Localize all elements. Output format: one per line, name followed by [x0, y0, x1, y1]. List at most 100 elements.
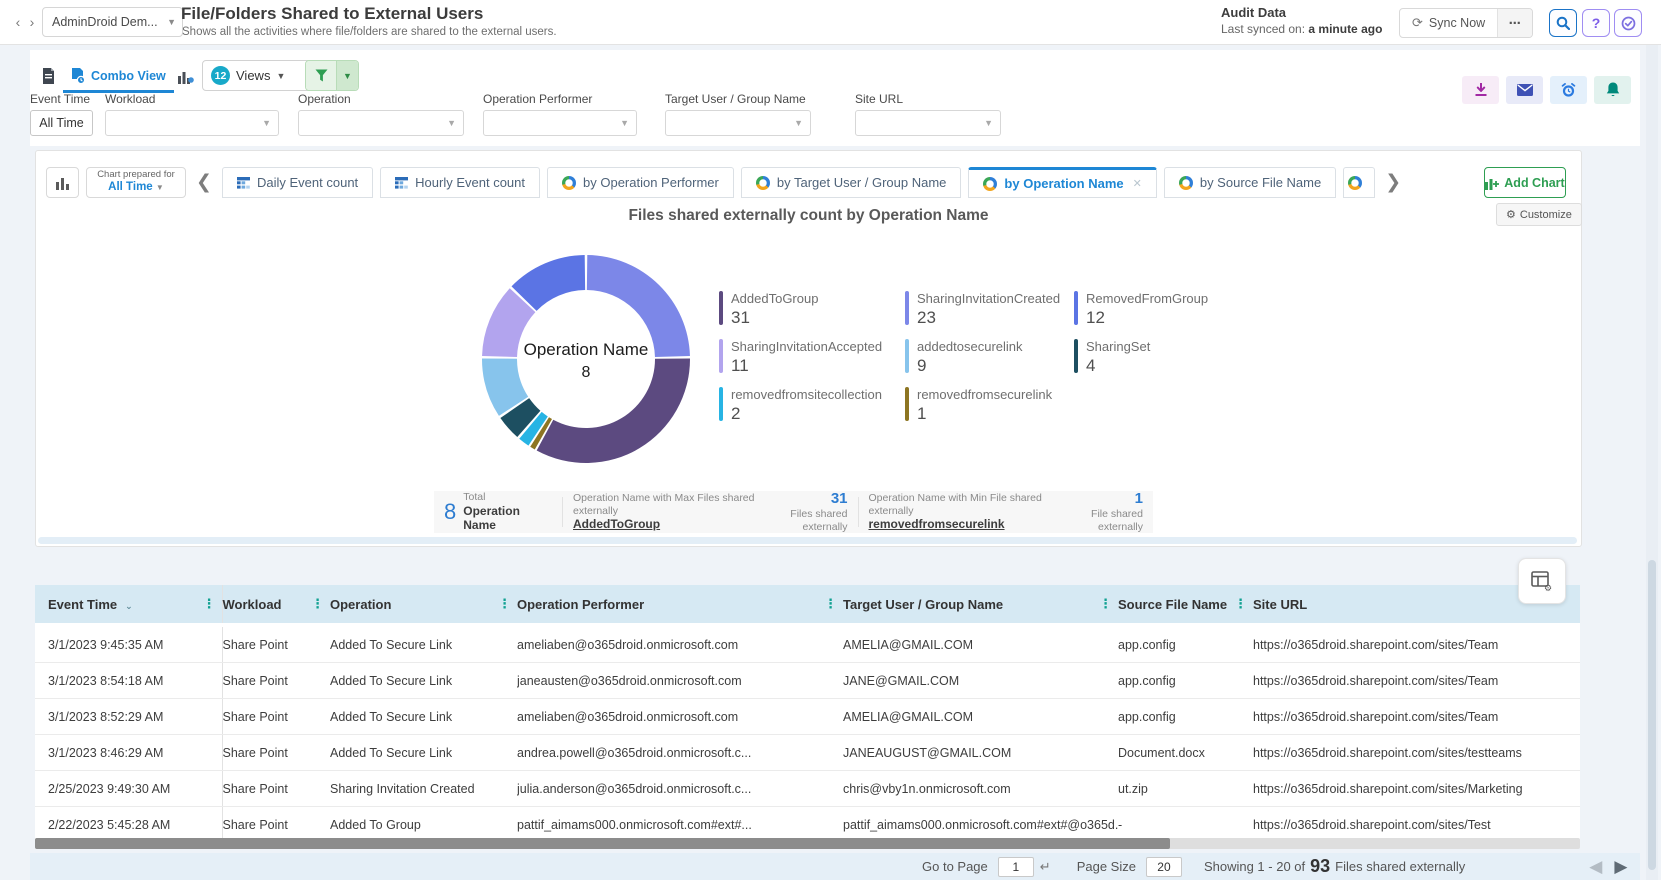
table-header-row: Event Time ⌄ ⋮ Workload ⋮ Operation ⋮ Operation…: [35, 585, 1580, 625]
summary-min-link[interactable]: removedfromsecurelink: [868, 517, 1005, 532]
column-header-target-user-group-name[interactable]: Target User / Group Name ⋮: [843, 585, 1118, 625]
export-button[interactable]: [1462, 76, 1499, 104]
donut-segment-AddedToGroup[interactable]: [536, 358, 691, 464]
workload-select[interactable]: ▼: [105, 110, 279, 136]
hscroll-thumb[interactable]: [35, 838, 1170, 849]
donut-segment-removedfromsitecollection[interactable]: [519, 411, 548, 446]
column-header-operation-performer[interactable]: Operation Performer ⋮: [517, 585, 843, 625]
chart-tab-by-target-user-group-name[interactable]: by Target User / Group Name: [740, 167, 962, 198]
next-page-icon[interactable]: ▶: [1614, 856, 1628, 876]
enter-icon[interactable]: ↵: [1039, 858, 1051, 874]
page-size-input[interactable]: [1145, 856, 1182, 877]
column-header-operation[interactable]: Operation ⋮: [330, 585, 517, 625]
views-label: Views: [236, 68, 271, 83]
donut-segment-removedfromsecurelink[interactable]: [530, 417, 553, 450]
table-row[interactable]: 3/1/2023 9:45:35 AM Share Point Added To S…: [35, 625, 1580, 663]
nav-back-icon[interactable]: ‹: [15, 14, 21, 30]
help-button[interactable]: ?: [1582, 9, 1610, 37]
filter-button[interactable]: [306, 61, 336, 90]
column-chooser-button[interactable]: ⚙: [1518, 558, 1566, 604]
event-time-button[interactable]: All Time: [30, 110, 93, 136]
table-row[interactable]: 2/22/2023 5:45:28 AM Share Point Added To …: [35, 806, 1580, 843]
add-chart-button[interactable]: Add Chart: [1484, 167, 1566, 198]
vertical-scrollbar[interactable]: [1646, 44, 1658, 880]
vscroll-thumb[interactable]: [1648, 560, 1656, 870]
sync-now-button[interactable]: ⟳ Sync Now: [1412, 15, 1486, 30]
donut-segment-RemovedFromGroup[interactable]: [511, 255, 586, 311]
legend-item-SharingInvitationAccepted[interactable]: SharingInvitationAccepted 11: [719, 339, 905, 387]
legend-item-SharingSet[interactable]: SharingSet 4: [1074, 339, 1254, 387]
legend-value: 31: [731, 308, 750, 328]
chart-tab-by-operation-name[interactable]: by Operation Name ✕: [968, 167, 1157, 198]
column-header-source-file-name[interactable]: Source File Name ⋮: [1118, 585, 1253, 625]
chart-tab-by-operation-performer[interactable]: by Operation Performer: [547, 167, 734, 198]
chart-tab-daily-event-count[interactable]: Daily Event count: [222, 167, 374, 198]
legend-item-AddedToGroup[interactable]: AddedToGroup 31: [719, 291, 905, 339]
tabs-scroll-right-icon[interactable]: ❯: [1385, 172, 1402, 193]
donut-chart[interactable]: [481, 254, 691, 464]
add-chart-icon: [1485, 176, 1500, 190]
chart-horizontal-scrollbar[interactable]: [38, 537, 1577, 544]
workspace-selector[interactable]: AdminDroid Dem... ▼: [42, 7, 183, 37]
column-menu-icon[interactable]: ⋮: [202, 596, 216, 611]
donut-segment-SharingInvitationCreated[interactable]: [586, 255, 690, 357]
donut-segment-SharingInvitationAccepted[interactable]: [482, 288, 536, 357]
chart-tab-label: by Operation Performer: [583, 175, 719, 190]
legend-item-RemovedFromGroup[interactable]: RemovedFromGroup 12: [1074, 291, 1254, 339]
column-menu-icon[interactable]: ⋮: [498, 596, 511, 611]
chart-type-button[interactable]: [46, 167, 79, 198]
scheduled-tasks-button[interactable]: [1614, 9, 1642, 37]
operation-performer-select[interactable]: ▼: [483, 110, 637, 136]
table-row[interactable]: 3/1/2023 8:54:18 AM Share Point Added To S…: [35, 662, 1580, 699]
view-tab-report[interactable]: [34, 62, 63, 90]
schedule-alert-button[interactable]: [1550, 76, 1587, 104]
legend-color-bar: [1074, 291, 1078, 325]
view-tab-combo[interactable]: Combo View: [63, 62, 174, 93]
table-row[interactable]: 2/25/2023 9:49:30 AM Share Point Sharing I…: [35, 770, 1580, 807]
filter-dropdown-button[interactable]: ▼: [336, 61, 358, 90]
customize-button[interactable]: ⚙ Customize: [1496, 203, 1582, 226]
chart-tab-by-source-file-name[interactable]: by Source File Name: [1163, 167, 1337, 198]
legend-item-addedtosecurelink[interactable]: addedtosecurelink 9: [905, 339, 1074, 387]
donut-chart-icon: [1348, 175, 1363, 190]
column-menu-icon[interactable]: ⋮: [311, 596, 324, 611]
summary-max-link[interactable]: AddedToGroup: [573, 517, 661, 532]
refresh-icon: ⟳: [1412, 15, 1423, 30]
prev-page-icon[interactable]: ◀: [1589, 856, 1603, 876]
table-horizontal-scrollbar[interactable]: [35, 838, 1580, 849]
view-tab-chart[interactable]: [170, 62, 202, 90]
notifications-button[interactable]: [1594, 76, 1631, 104]
operation-select[interactable]: ▼: [298, 110, 464, 136]
column-header-event-time[interactable]: Event Time ⌄ ⋮: [35, 585, 223, 625]
legend-item-removedfromsecurelink[interactable]: removedfromsecurelink 1: [905, 387, 1074, 435]
search-button[interactable]: [1549, 9, 1577, 37]
svg-text:⚙: ⚙: [1544, 583, 1552, 592]
table-row[interactable]: 3/1/2023 8:52:29 AM Share Point Added To S…: [35, 698, 1580, 735]
table-row[interactable]: 3/1/2023 8:46:29 AM Share Point Added To S…: [35, 734, 1580, 771]
column-menu-icon[interactable]: ⋮: [1099, 596, 1112, 611]
legend-item-removedfromsitecollection[interactable]: removedfromsitecollection 2: [719, 387, 905, 435]
table-cell: https://o365droid.sharepoint.com/sites/T…: [1253, 662, 1580, 699]
sync-more-button[interactable]: ⋯: [1497, 9, 1533, 37]
chart-tab-hourly-event-count[interactable]: Hourly Event count: [380, 167, 541, 198]
site-url-select[interactable]: ▼: [855, 110, 1001, 136]
table-cell: 3/1/2023 9:45:35 AM: [35, 625, 223, 663]
donut-segment-SharingSet[interactable]: [500, 398, 541, 438]
target-user-select[interactable]: ▼: [665, 110, 811, 136]
tabs-scroll-left-icon[interactable]: ❮: [196, 172, 212, 193]
legend-item-SharingInvitationCreated[interactable]: SharingInvitationCreated 23: [905, 291, 1074, 339]
close-icon[interactable]: ✕: [1132, 178, 1142, 190]
views-dropdown[interactable]: 12 Views ▼: [202, 60, 312, 91]
sort-desc-icon[interactable]: ⌄: [125, 600, 133, 611]
chart-legend: AddedToGroup 31 SharingInvitationCreated 23…: [719, 291, 1254, 435]
bar-chart-icon: [178, 69, 194, 84]
column-menu-icon[interactable]: ⋮: [1234, 596, 1247, 611]
chart-prepared-for-button[interactable]: Chart prepared for All Time ▼: [86, 167, 186, 198]
nav-forward-icon[interactable]: ›: [29, 14, 35, 30]
column-header-workload[interactable]: Workload ⋮: [222, 585, 330, 625]
chart-tab-overflow[interactable]: [1343, 167, 1376, 198]
goto-page-input[interactable]: [997, 856, 1034, 877]
email-button[interactable]: [1506, 76, 1543, 104]
donut-segment-addedtosecurelink[interactable]: [481, 358, 529, 416]
column-menu-icon[interactable]: ⋮: [824, 596, 837, 611]
